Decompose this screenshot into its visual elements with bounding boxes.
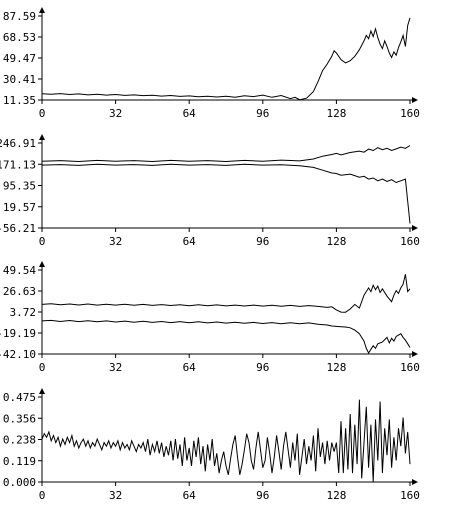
y-tick-label: -56.21 bbox=[0, 222, 36, 235]
chart-panel-1: 87.59 68.53 49.47 30.41 11.350 32 64 96 128 160 bbox=[3, 7, 420, 120]
y-tick-label: 26.63 bbox=[3, 285, 36, 298]
x-tick-label: 64 bbox=[183, 235, 197, 248]
y-tick-label: 0.119 bbox=[3, 455, 36, 468]
y-tick-label: 95.35 bbox=[3, 180, 36, 193]
x-tick-label: 96 bbox=[256, 361, 269, 374]
x-tick-label: 160 bbox=[400, 235, 420, 248]
x-axis-arrow-icon bbox=[412, 225, 418, 231]
y-tick-label: 19.57 bbox=[3, 201, 36, 214]
y-axis-arrow-icon bbox=[39, 388, 45, 394]
y-tick-label: -42.10 bbox=[0, 348, 36, 361]
y-tick-label: 11.35 bbox=[3, 94, 36, 107]
y-tick-label: 49.47 bbox=[3, 52, 36, 65]
x-tick-label: 128 bbox=[326, 235, 346, 248]
y-tick-label: 3.72 bbox=[10, 306, 37, 319]
chart-panel-3: 49.54 26.63 3.72 -19.19 -42.100 32 64 96 128 160 bbox=[0, 261, 420, 374]
x-tick-label: 96 bbox=[256, 235, 269, 248]
x-axis-arrow-icon bbox=[412, 479, 418, 485]
y-tick-label: 68.53 bbox=[3, 31, 36, 44]
y-tick-label: 49.54 bbox=[3, 264, 36, 277]
series-line-1 bbox=[41, 17, 411, 101]
x-tick-label: 0 bbox=[39, 489, 46, 502]
x-tick-label: 32 bbox=[109, 107, 122, 120]
x-tick-label: 128 bbox=[326, 489, 346, 502]
y-tick-label: 87.59 bbox=[3, 10, 36, 23]
y-tick-label: 0.238 bbox=[3, 434, 36, 447]
series-line-1 bbox=[41, 399, 411, 483]
y-tick-label: 171.13 bbox=[0, 158, 36, 171]
x-tick-label: 0 bbox=[39, 361, 46, 374]
y-tick-label: 0.475 bbox=[3, 391, 36, 404]
y-axis-arrow-icon bbox=[39, 261, 45, 267]
x-tick-label: 96 bbox=[256, 107, 269, 120]
y-tick-label: 246.91 bbox=[0, 137, 36, 150]
x-tick-label: 32 bbox=[109, 361, 122, 374]
x-tick-label: 96 bbox=[256, 489, 269, 502]
x-tick-label: 0 bbox=[39, 235, 46, 248]
y-tick-label: -19.19 bbox=[0, 327, 36, 340]
y-axis-arrow-icon bbox=[39, 7, 45, 13]
series-line-1 bbox=[41, 145, 411, 163]
y-tick-label: 0.356 bbox=[3, 412, 36, 425]
y-tick-label: 30.41 bbox=[3, 73, 36, 86]
y-tick-label: 0.000 bbox=[3, 476, 36, 489]
x-tick-label: 160 bbox=[400, 489, 420, 502]
series-line-2 bbox=[41, 163, 411, 224]
x-tick-label: 64 bbox=[183, 361, 197, 374]
x-tick-label: 160 bbox=[400, 361, 420, 374]
x-axis-arrow-icon bbox=[412, 97, 418, 103]
x-tick-label: 32 bbox=[109, 235, 122, 248]
x-tick-label: 64 bbox=[183, 107, 197, 120]
chart-panel-2: 246.91 171.13 95.35 19.57 -56.210 32 64 96 128 16… bbox=[0, 134, 420, 248]
x-tick-label: 64 bbox=[183, 489, 197, 502]
series-line-2 bbox=[41, 319, 411, 355]
y-axis-arrow-icon bbox=[39, 134, 45, 140]
x-tick-label: 32 bbox=[109, 489, 122, 502]
x-tick-label: 128 bbox=[326, 107, 346, 120]
series-line-1 bbox=[41, 274, 411, 313]
x-tick-label: 0 bbox=[39, 107, 46, 120]
x-axis-arrow-icon bbox=[412, 351, 418, 357]
x-tick-label: 128 bbox=[326, 361, 346, 374]
x-tick-label: 160 bbox=[400, 107, 420, 120]
